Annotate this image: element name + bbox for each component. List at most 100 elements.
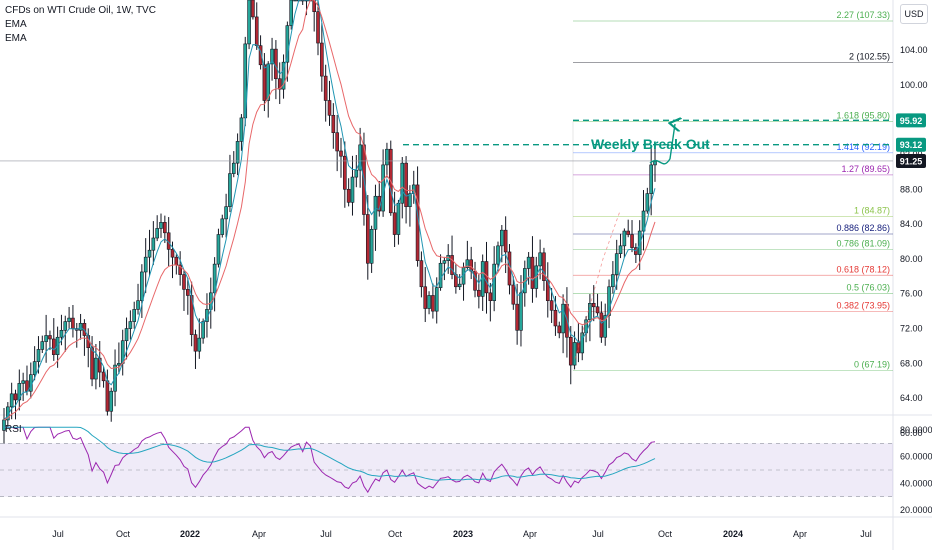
fib-label: 0.786 (81.09) [836, 238, 890, 248]
candle [17, 369, 22, 411]
candle [216, 228, 221, 268]
candle-body-down [477, 289, 481, 297]
candle-body-up [94, 357, 98, 380]
candle-body-down [254, 16, 259, 46]
candle [159, 213, 163, 238]
candle [281, 54, 286, 99]
candle-body-up [67, 317, 71, 322]
candle [9, 382, 14, 420]
candle-body-up [216, 234, 221, 265]
candle-body-up [293, 0, 297, 2]
candle-body-down [591, 303, 596, 308]
price-tag-label: 95.92 [900, 116, 923, 126]
price-axis[interactable]: 104.00100.0096.0092.0088.0084.0080.0076.… [896, 45, 928, 438]
candle [469, 246, 473, 280]
candle-body-up [147, 249, 152, 258]
candle [320, 23, 324, 92]
candle-body-down [90, 347, 94, 380]
candle-body-up [538, 252, 542, 267]
annotation-overlay: Weekly Break Out [0, 120, 893, 360]
candle-body-up [32, 361, 37, 375]
price-tick-label: 104.00 [900, 45, 928, 55]
candle [645, 187, 650, 214]
candle [243, 36, 248, 127]
candle-body-down [323, 75, 328, 101]
time-tick-label: Apr [252, 529, 266, 539]
candle-body-up [618, 245, 623, 254]
candle-body-up [350, 176, 355, 203]
time-tick-label: 2023 [453, 529, 473, 539]
candle [90, 336, 94, 387]
candle-body-up [285, 25, 290, 63]
candle-body-down [630, 234, 634, 248]
candle-body-up [354, 169, 359, 178]
candle-body-up [40, 341, 45, 350]
candle [358, 127, 362, 188]
candle-body-down [274, 48, 278, 80]
candle [128, 310, 133, 340]
time-axis[interactable]: Jul Oct 2022 Apr Jul Oct 2023 Apr Jul Oct 2024 Apr J… [52, 529, 872, 539]
candle [461, 262, 466, 301]
rsi-ma-line [4, 426, 656, 481]
candle [266, 61, 271, 118]
candle [293, 0, 297, 2]
price-tag-label: 93.12 [900, 140, 923, 150]
candle [71, 305, 75, 338]
candle-body-up [465, 259, 470, 268]
candle-body-up [143, 256, 148, 273]
candle-body-down [327, 100, 332, 116]
candle-body-up [128, 321, 133, 329]
candle-body-down [404, 162, 408, 207]
candle [101, 366, 106, 388]
candle-body-down [599, 312, 604, 338]
candle [580, 325, 585, 361]
candle-body-up [457, 283, 462, 288]
ema-legend-1[interactable]: EMA [5, 19, 27, 30]
candle-body-down [568, 336, 573, 366]
candle [94, 343, 98, 390]
candle-body-up [622, 230, 627, 247]
candle-body-up [526, 256, 531, 269]
candle [607, 279, 611, 329]
currency-button[interactable]: USD [900, 4, 928, 24]
candle-body-up [201, 321, 205, 339]
candle [186, 278, 190, 315]
candle [316, 0, 320, 56]
candle [32, 346, 37, 381]
candle [653, 142, 657, 182]
candle [254, 2, 259, 50]
price-tick-label: 84.00 [900, 219, 923, 229]
candle-body-down [431, 295, 435, 312]
candle [212, 257, 217, 312]
candle [29, 362, 33, 399]
symbol-title[interactable]: CFDs on WTI Crude Oil, 1W, TVC [5, 5, 156, 16]
candle [327, 80, 332, 126]
price-tick-label: 100.00 [900, 80, 928, 90]
rsi-tick-label: 40.0000 [900, 478, 932, 488]
candle [526, 252, 531, 285]
rsi-tick-label: 60.0000 [900, 452, 932, 462]
ema-legend-2[interactable]: EMA [5, 33, 27, 44]
candle-body-up [270, 48, 274, 65]
time-tick-label: Jul [860, 529, 872, 539]
candle [182, 270, 186, 311]
candle-body-up [247, 0, 251, 45]
candle [365, 195, 370, 280]
candle [174, 254, 179, 275]
candle [477, 273, 481, 309]
rsi-tick-label: 20.0000 [900, 505, 932, 515]
candle-body-up [561, 303, 565, 334]
rsi-legend[interactable]: RSI [5, 424, 22, 435]
fib-label: 2 (102.55) [849, 52, 890, 62]
candle-body-down [105, 380, 110, 412]
candle-body-down [331, 114, 336, 133]
candle-body-down [557, 325, 562, 334]
candle [155, 215, 159, 242]
fib-label: 0.886 (82.86) [836, 223, 890, 233]
candle-body-up [132, 309, 136, 322]
candle [634, 243, 638, 264]
candle-body-up [224, 206, 228, 220]
candle-body-up [649, 164, 653, 194]
candle [434, 277, 439, 324]
